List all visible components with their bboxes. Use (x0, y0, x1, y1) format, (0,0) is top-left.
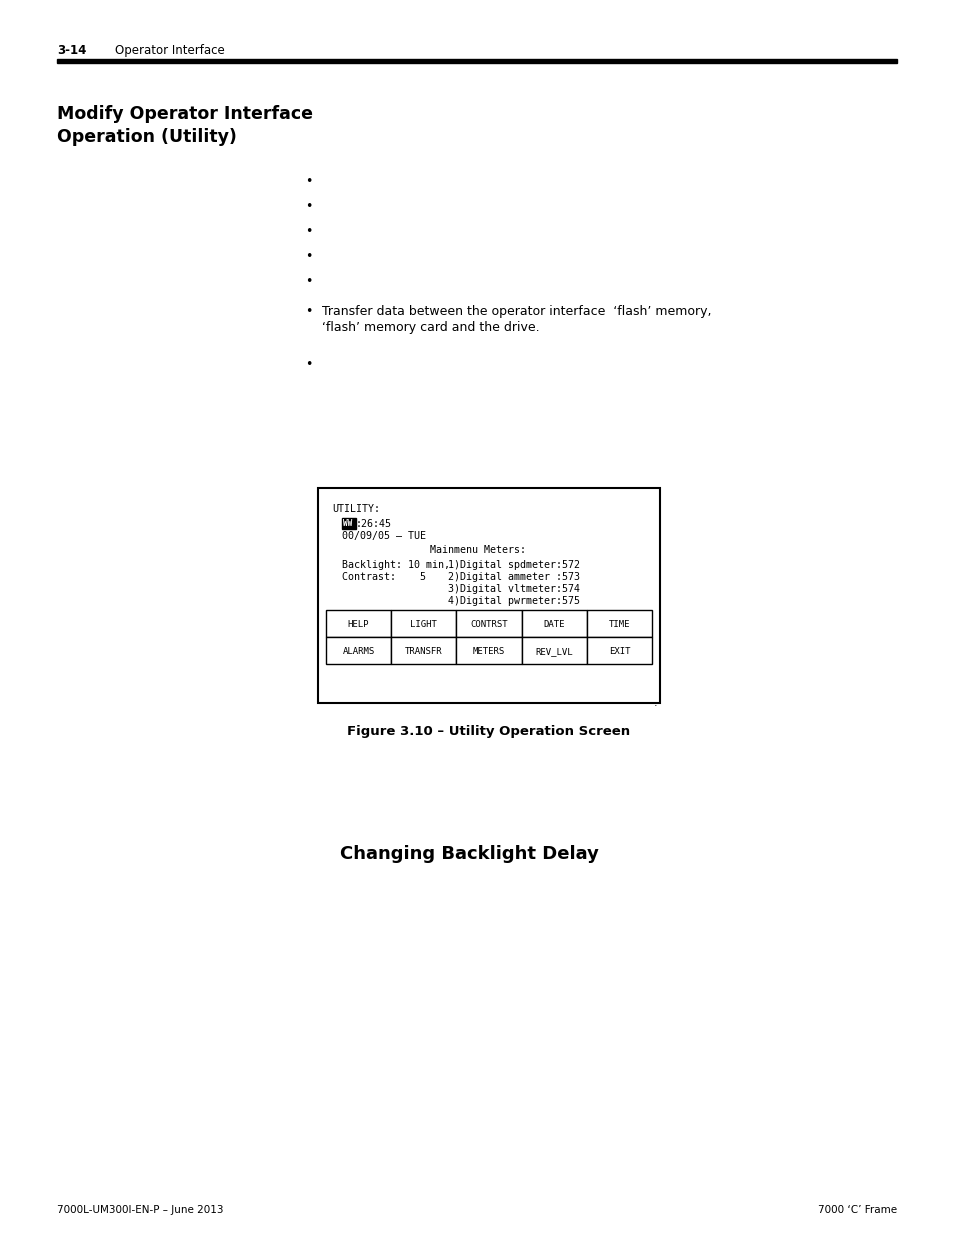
Text: HELP: HELP (348, 620, 369, 629)
Bar (391, 610, 456, 637)
Text: Mainmenu Meters:: Mainmenu Meters: (430, 545, 525, 555)
Text: 00/09/05 – TUE: 00/09/05 – TUE (341, 531, 426, 541)
Text: WW: WW (343, 519, 352, 529)
Text: ALARMS: ALARMS (342, 647, 375, 656)
Text: DATE: DATE (543, 620, 564, 629)
Text: •: • (305, 200, 312, 212)
Text: •: • (305, 275, 312, 288)
Text: Operation (Utility): Operation (Utility) (57, 128, 236, 146)
Bar (521, 637, 586, 664)
Text: Contrast:    5: Contrast: 5 (341, 572, 426, 582)
Text: Modify Operator Interface: Modify Operator Interface (57, 105, 313, 124)
Bar (341, 517, 355, 529)
Bar (326, 610, 391, 637)
Text: TRANSFR: TRANSFR (405, 647, 442, 656)
Bar (57, 58, 896, 63)
Bar (586, 610, 651, 637)
Text: Backlight: 10 min,: Backlight: 10 min, (341, 559, 450, 571)
Text: :26:45: :26:45 (355, 519, 392, 529)
Text: UTILITY:: UTILITY: (332, 504, 379, 514)
Text: •: • (305, 175, 312, 188)
Text: 3)Digital vltmeter:574: 3)Digital vltmeter:574 (448, 584, 579, 594)
Bar (456, 610, 521, 637)
Text: •: • (305, 249, 312, 263)
Bar (317, 488, 659, 703)
Text: •: • (305, 225, 312, 238)
Text: EXIT: EXIT (608, 647, 630, 656)
Text: .: . (654, 698, 657, 708)
Text: 4)Digital pwrmeter:575: 4)Digital pwrmeter:575 (448, 597, 579, 606)
Bar (326, 637, 391, 664)
Text: Transfer data between the operator interface  ‘flash’ memory,: Transfer data between the operator inter… (322, 305, 711, 317)
Text: METERS: METERS (473, 647, 504, 656)
Text: •: • (305, 305, 312, 317)
Bar (586, 637, 651, 664)
Text: REV_LVL: REV_LVL (535, 647, 573, 656)
Text: 1)Digital spdmeter:572: 1)Digital spdmeter:572 (448, 559, 579, 571)
Text: 3-14: 3-14 (57, 44, 87, 57)
Bar (391, 637, 456, 664)
Text: Changing Backlight Delay: Changing Backlight Delay (339, 845, 598, 863)
Text: 7000 ‘C’ Frame: 7000 ‘C’ Frame (817, 1205, 896, 1215)
Bar (521, 610, 586, 637)
Bar (456, 637, 521, 664)
Text: 7000L-UM300I-EN-P – June 2013: 7000L-UM300I-EN-P – June 2013 (57, 1205, 223, 1215)
Text: ‘flash’ memory card and the drive.: ‘flash’ memory card and the drive. (322, 321, 539, 333)
Text: LIGHT: LIGHT (410, 620, 436, 629)
Text: •: • (305, 358, 312, 370)
Text: 2)Digital ammeter :573: 2)Digital ammeter :573 (448, 572, 579, 582)
Text: TIME: TIME (608, 620, 630, 629)
Text: Figure 3.10 – Utility Operation Screen: Figure 3.10 – Utility Operation Screen (347, 725, 630, 739)
Text: Operator Interface: Operator Interface (115, 44, 225, 57)
Text: CONTRST: CONTRST (470, 620, 507, 629)
